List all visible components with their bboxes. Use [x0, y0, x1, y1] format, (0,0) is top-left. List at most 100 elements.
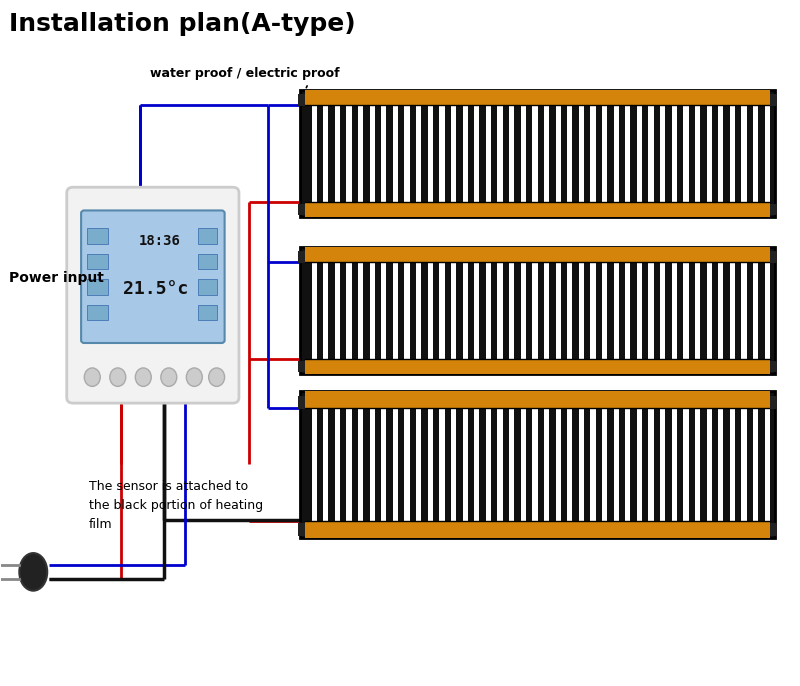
Bar [305, 202, 770, 217]
Bar [630, 105, 637, 202]
Bar [538, 407, 544, 521]
Bar [445, 262, 451, 359]
Bar [398, 105, 405, 202]
Bar [328, 262, 334, 359]
Bar [596, 105, 602, 202]
Bar [735, 262, 742, 359]
Text: Power input: Power input [10, 271, 104, 285]
Bar [607, 407, 614, 521]
Bar [619, 262, 626, 359]
Bar [712, 105, 718, 202]
Bar [654, 407, 660, 521]
Bar [298, 251, 306, 263]
Bar [375, 407, 382, 521]
Bar [607, 262, 614, 359]
Bar [433, 407, 439, 521]
Bar [300, 248, 774, 374]
Bar [375, 105, 382, 202]
Bar [456, 105, 462, 202]
Bar [572, 105, 578, 202]
Bar [363, 105, 370, 202]
Bar [298, 361, 306, 372]
Bar [630, 407, 637, 521]
Bar [619, 407, 626, 521]
Bar [735, 407, 742, 521]
Bar [526, 262, 532, 359]
Bar [561, 105, 567, 202]
Bar [514, 262, 521, 359]
Bar [642, 407, 649, 521]
Bar [352, 407, 358, 521]
Bar [305, 262, 311, 359]
Bar [514, 407, 521, 521]
Bar [468, 105, 474, 202]
Bar [561, 407, 567, 521]
Bar [712, 262, 718, 359]
Bar [305, 391, 770, 407]
Ellipse shape [84, 368, 100, 386]
Bar [433, 105, 439, 202]
Bar [479, 262, 486, 359]
Bar [305, 407, 770, 521]
Bar [549, 262, 555, 359]
Bar [305, 90, 770, 105]
Bar [549, 407, 555, 521]
Bar [305, 407, 311, 521]
Bar [700, 105, 706, 202]
Bar [468, 262, 474, 359]
Bar [584, 407, 590, 521]
Bar [677, 262, 683, 359]
Bar [596, 262, 602, 359]
Bar [561, 262, 567, 359]
Bar [514, 105, 521, 202]
Bar [491, 262, 498, 359]
Bar [422, 407, 428, 521]
Bar [363, 407, 370, 521]
Bar [422, 105, 428, 202]
Bar [386, 262, 393, 359]
Bar [758, 407, 765, 521]
Bar [198, 305, 218, 320]
Bar [758, 262, 765, 359]
Bar [410, 262, 416, 359]
Bar [398, 262, 405, 359]
Bar [677, 407, 683, 521]
Ellipse shape [110, 368, 126, 386]
Bar [375, 262, 382, 359]
Bar [298, 204, 306, 215]
Bar [352, 105, 358, 202]
Bar [298, 523, 306, 536]
FancyBboxPatch shape [66, 187, 239, 403]
Bar [386, 407, 393, 521]
Bar [198, 279, 218, 294]
Bar [607, 105, 614, 202]
Bar [538, 262, 544, 359]
Bar [700, 262, 706, 359]
Bar [198, 228, 218, 244]
Bar [700, 407, 706, 521]
Bar [479, 407, 486, 521]
Bar [712, 407, 718, 521]
Bar [305, 105, 311, 202]
Bar [87, 254, 108, 269]
Bar [502, 407, 509, 521]
Bar [642, 105, 649, 202]
Bar [526, 105, 532, 202]
Bar [317, 407, 323, 521]
Bar [596, 407, 602, 521]
Bar [340, 105, 346, 202]
Bar [491, 407, 498, 521]
Text: water proof / electric proof: water proof / electric proof [150, 67, 339, 80]
Bar [770, 204, 777, 215]
Bar [502, 105, 509, 202]
Bar [735, 105, 742, 202]
Bar [746, 407, 753, 521]
Bar [328, 105, 334, 202]
Ellipse shape [19, 553, 47, 591]
Bar [491, 105, 498, 202]
Bar [305, 262, 770, 359]
Bar [666, 262, 672, 359]
Bar [689, 262, 695, 359]
Bar [300, 90, 774, 217]
Bar [654, 262, 660, 359]
